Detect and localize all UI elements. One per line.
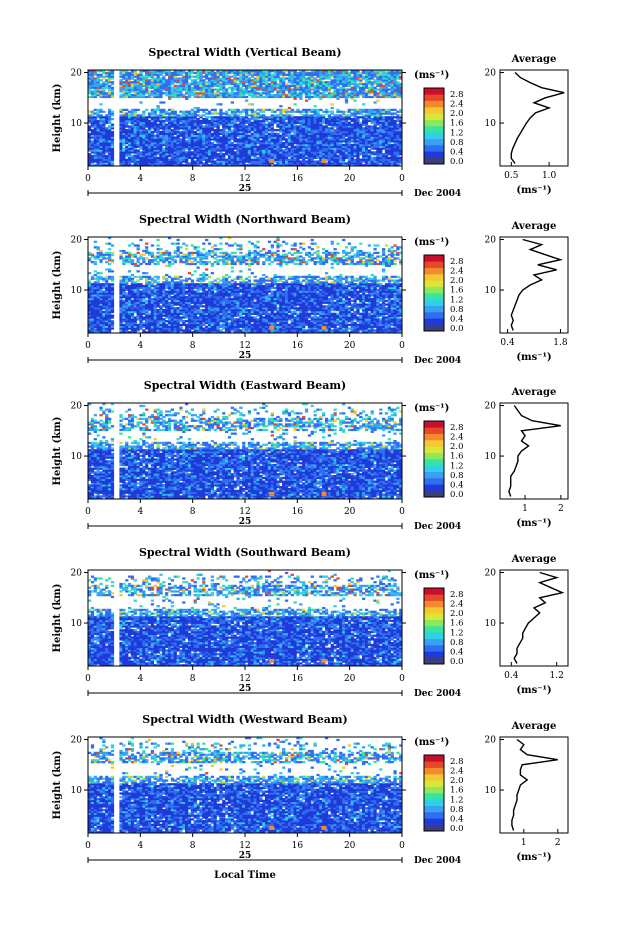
heatmap-cell xyxy=(256,146,259,148)
heatmap-cell xyxy=(234,151,237,153)
heatmap-cell xyxy=(314,160,317,162)
heatmap-cell xyxy=(137,149,140,151)
heatmap-cell xyxy=(202,162,205,164)
heatmap-cell xyxy=(371,157,374,159)
heatmap-cell xyxy=(373,151,376,153)
heatmap-cell xyxy=(105,155,108,157)
heatmap-cell xyxy=(125,146,128,148)
heatmap-cell xyxy=(194,160,197,162)
heatmap-cell xyxy=(234,144,237,146)
heatmap-cell xyxy=(373,157,376,159)
heatmap-cell xyxy=(211,142,214,144)
heatmap-cell xyxy=(391,144,394,146)
heatmap-cell xyxy=(191,151,194,153)
heatmap-cell xyxy=(216,153,219,155)
heatmap-cell xyxy=(353,159,356,161)
heatmap-cell xyxy=(188,162,191,164)
heatmap-cell xyxy=(139,151,142,153)
heatmap-cell xyxy=(294,146,297,148)
heatmap-cell xyxy=(91,140,94,142)
heatmap-cell xyxy=(282,142,285,144)
heatmap-cell xyxy=(225,159,228,161)
heatmap-cells xyxy=(88,70,402,166)
heatmap-cell xyxy=(214,144,217,146)
heatmap-cell xyxy=(256,157,259,159)
heatmap-cell xyxy=(231,142,234,144)
chart-title: Spectral Width (Vertical Beam) xyxy=(148,46,341,59)
heatmap-cell xyxy=(288,159,291,161)
heatmap-cell xyxy=(222,153,225,155)
heatmap-cell xyxy=(185,151,188,153)
heatmap-cell xyxy=(288,148,291,150)
heatmap-cell xyxy=(168,159,171,161)
heatmap-cell xyxy=(179,138,182,140)
heatmap-cell xyxy=(259,140,262,142)
heatmap-cell xyxy=(371,151,374,153)
heatmap-cell xyxy=(345,162,348,164)
heatmap-cell xyxy=(282,149,285,151)
heatmap-cell xyxy=(316,160,319,162)
heatmap-cell xyxy=(162,148,165,150)
heatmap-cell xyxy=(299,160,302,162)
heatmap-cell xyxy=(359,159,362,161)
heatmap-cell xyxy=(388,157,391,159)
heatmap-cell xyxy=(351,144,354,146)
heatmap-cell xyxy=(336,155,339,157)
heatmap-cell xyxy=(368,149,371,151)
heatmap-cell xyxy=(185,140,188,142)
panel-1: Spectral Width (Vertical Beam)1020Height… xyxy=(52,46,568,199)
heatmap-cell xyxy=(251,159,254,161)
spectral-width-figure: Spectral Width (Vertical Beam)1020Height… xyxy=(0,0,618,929)
heatmap-cell xyxy=(342,144,345,146)
heatmap-cell xyxy=(125,159,128,161)
heatmap-cell xyxy=(131,155,134,157)
heatmap-cell xyxy=(382,153,385,155)
heatmap-cell xyxy=(91,155,94,157)
heatmap-cell xyxy=(214,160,217,162)
heatmap-cell xyxy=(305,160,308,162)
heatmap-cell xyxy=(122,148,125,150)
heatmap-cell xyxy=(157,157,160,159)
